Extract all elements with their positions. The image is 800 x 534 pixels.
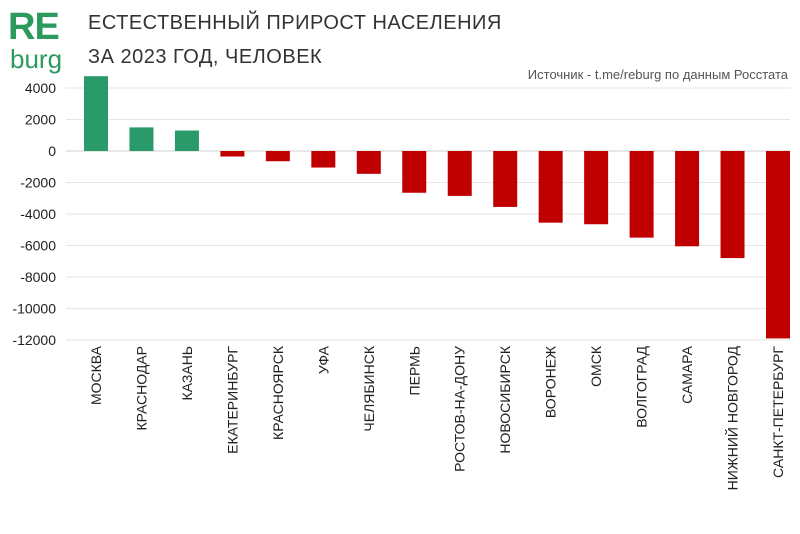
bar-8 [402,151,427,193]
chart-title-line1: ЕСТЕСТВЕННЫЙ ПРИРОСТ НАСЕЛЕНИЯ [88,12,502,34]
x-tick-label: ОМСК [588,345,604,387]
bar-4 [220,151,245,157]
bar-5 [265,151,290,162]
x-tick-label: КРАСНОЯРСК [270,345,286,440]
x-tick-label: НИЖНИЙ НОВГОРОД [724,345,741,490]
x-tick-label: ПЕРМЬ [406,346,422,395]
x-tick-label: КРАСНОДАР [133,346,149,431]
y-tick-label: 0 [48,143,56,159]
logo-text-re: RE [8,6,60,48]
x-tick-label: УФА [315,345,331,374]
bar-6 [311,151,336,168]
x-tick-label: РОСТОВ-НА-ДОНУ [452,346,468,472]
bar-10 [493,151,518,207]
x-tick-label: МОСКВА [88,345,104,405]
bar-13 [629,151,654,238]
bar-3 [174,130,199,151]
x-tick-label: ВОРОНЕЖ [543,346,559,418]
y-tick-label: -12000 [12,332,56,348]
y-tick-label: -2000 [20,175,56,191]
x-axis: МОСКВА КРАСНОДАР КАЗАНЬ ЕКАТЕРИНБУРГ КРАСНОЯ… [88,345,786,490]
y-axis: 4000 2000 0 -2000 -4000 -6000 -8000 -10000 -1200… [12,80,56,348]
y-tick-label: 2000 [25,112,56,128]
bar-1 [84,76,108,151]
x-tick-label: САНКТ-ПЕТЕРБУРГ [770,346,786,478]
bar-16 [766,151,790,339]
chart-title-line2: ЗА 2023 ГОД, ЧЕЛОВЕК [88,46,323,68]
y-tick-label: -8000 [20,269,56,285]
bar-11 [538,151,563,223]
x-tick-label: КАЗАНЬ [179,346,195,400]
y-tick-label: 4000 [25,80,56,96]
y-tick-label: -10000 [12,301,56,317]
x-tick-label: САМАРА [679,345,695,404]
y-tick-label: -4000 [20,206,56,222]
logo-text-burg: burg [10,44,63,74]
x-tick-label: НОВОСИБИРСК [497,345,513,453]
x-tick-label: ВОЛГОГРАД [634,345,650,427]
bar-9 [447,151,472,196]
x-tick-label: ЧЕЛЯБИНСК [361,345,377,431]
bar-14 [675,151,700,247]
bar-12 [584,151,609,225]
x-tick-label: ЕКАТЕРИНБУРГ [224,346,240,454]
source-note: Источник - t.me/reburg по данным Росстат… [527,67,788,82]
y-tick-label: -6000 [20,238,56,254]
bar-7 [356,151,381,174]
bar-2 [129,127,154,151]
bars [84,76,790,339]
bar-15 [720,151,745,259]
